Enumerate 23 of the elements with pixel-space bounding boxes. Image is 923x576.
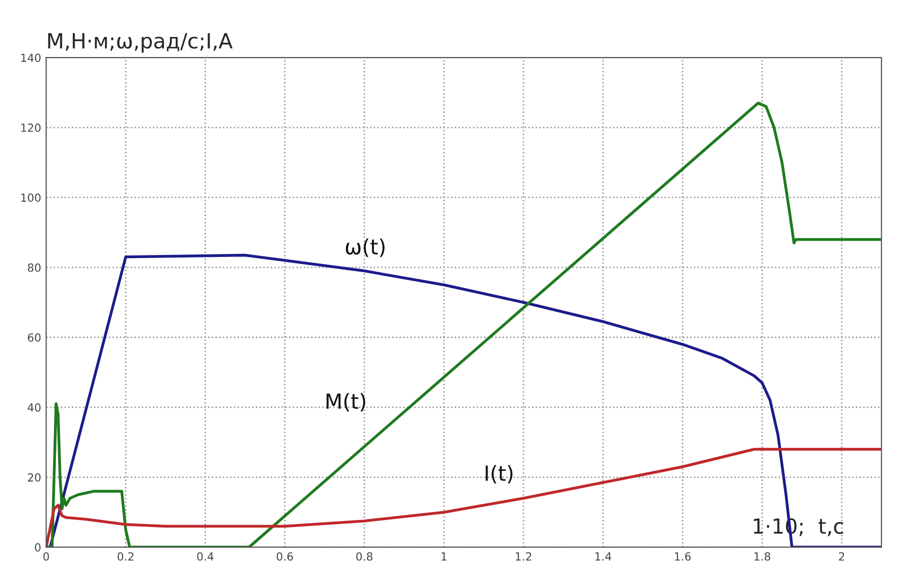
- x-tick-label: 1.4: [595, 552, 612, 561]
- series-label: I(t): [486, 464, 512, 484]
- x-tick-label: 0.6: [276, 552, 293, 561]
- x-tick-label: 2: [838, 552, 844, 561]
- x-tick-label: 0.2: [118, 552, 134, 561]
- x-tick-label: 1: [442, 552, 446, 561]
- y-tick-label: 60: [28, 333, 41, 342]
- y-tick-label: 20: [28, 473, 41, 482]
- x-tick-label: 0.8: [356, 552, 372, 561]
- y-tick-label: 100: [21, 193, 41, 202]
- y-tick-label: 0: [34, 543, 41, 552]
- y-tick-label: 80: [28, 263, 41, 272]
- x-tick-label: 1.6: [674, 552, 691, 561]
- series-label: ω(t): [346, 238, 385, 258]
- x-tick-label: 1.2: [516, 552, 532, 561]
- y-tick-label: 120: [21, 124, 41, 132]
- y-axis-title: M,Н·м;ω,рад/с;I,A: [48, 33, 233, 53]
- y-tick-label: 40: [28, 403, 41, 412]
- y-tick-label: 140: [21, 54, 41, 62]
- x-tick-label: 1.8: [754, 552, 770, 561]
- x-tick-label: 0: [43, 552, 49, 561]
- x-tick-label: 0.4: [197, 552, 214, 561]
- series-label: M(t): [326, 392, 366, 412]
